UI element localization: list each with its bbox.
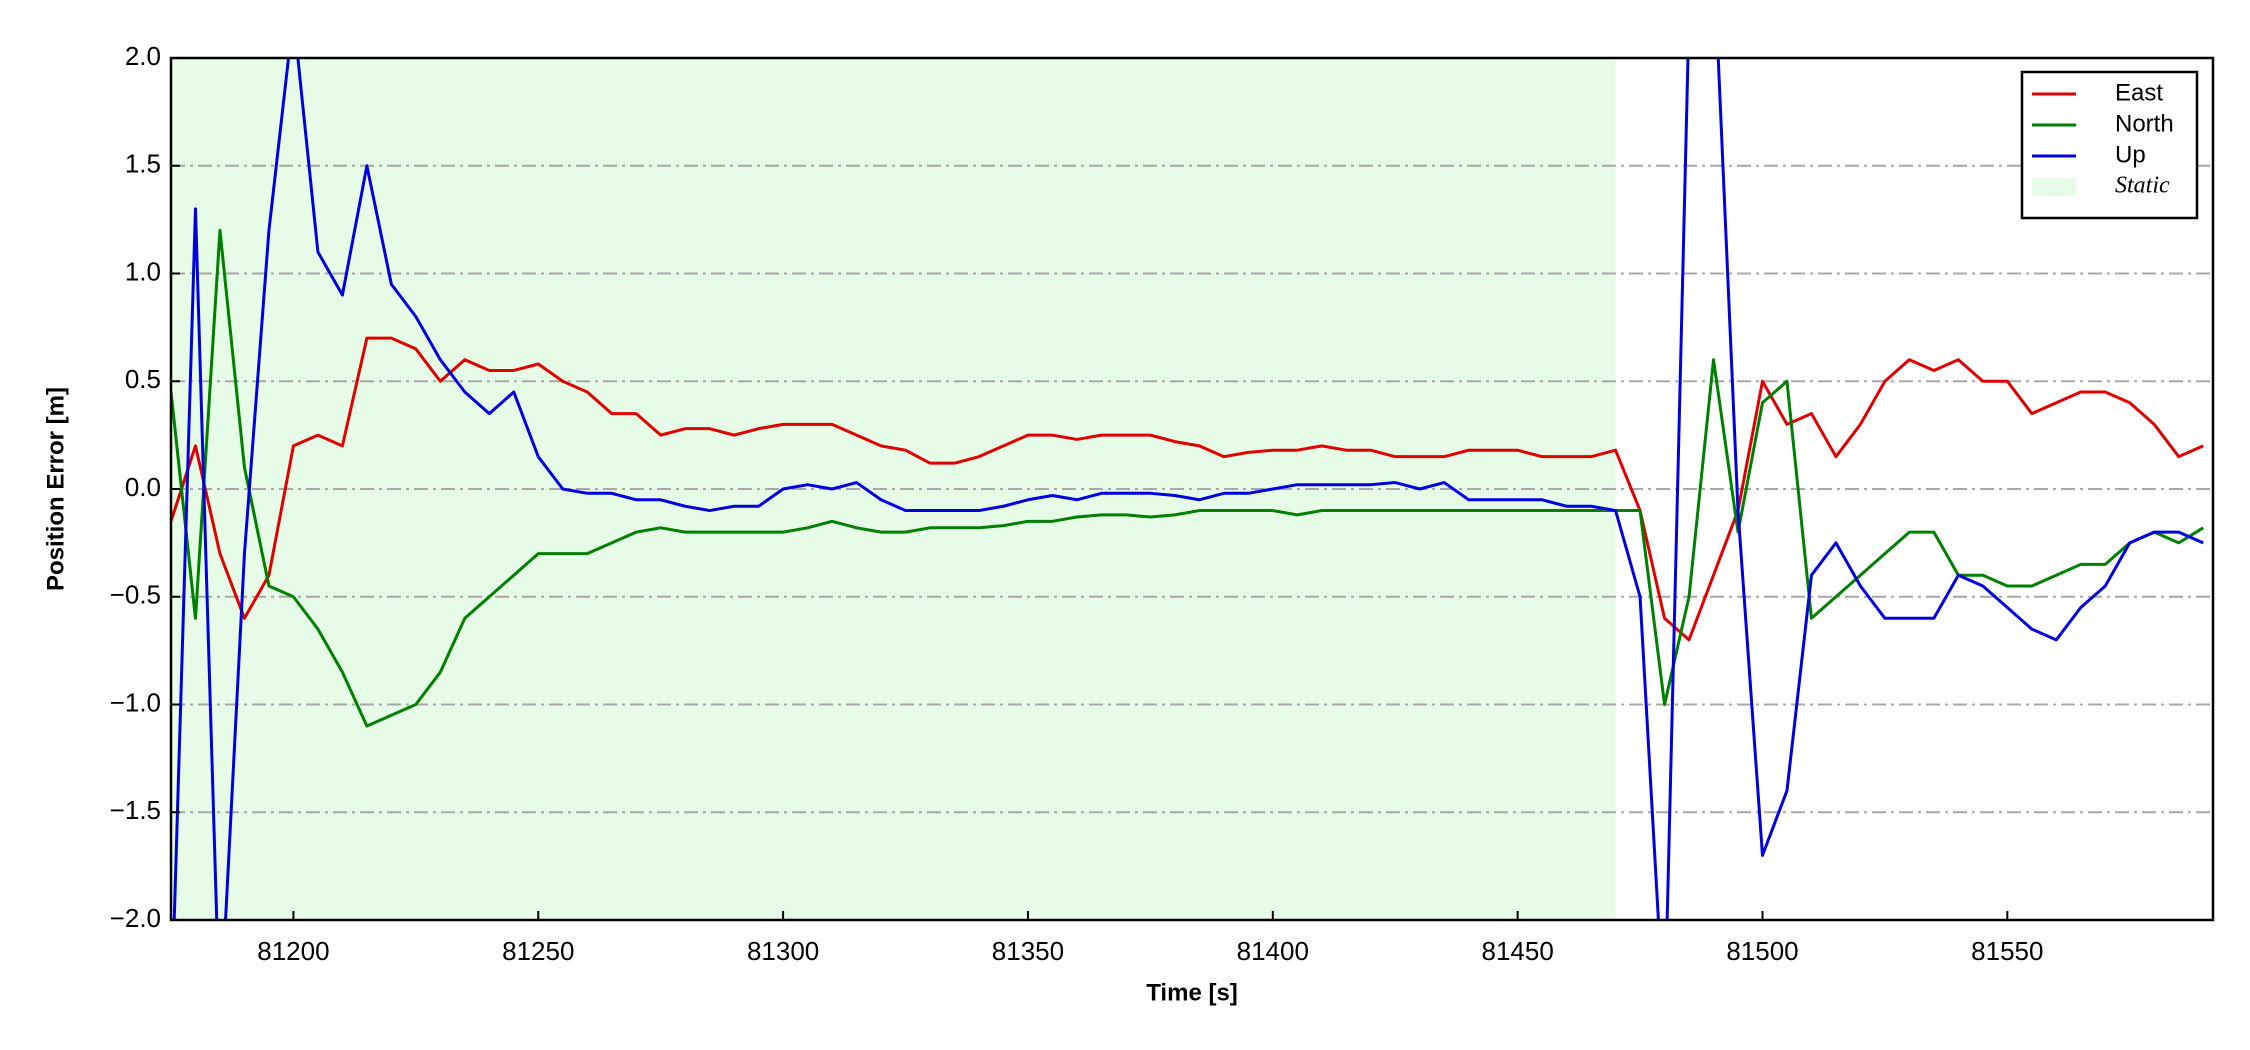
- x-tick-label: 81300: [747, 936, 819, 966]
- y-tick-label: −0.5: [110, 580, 161, 610]
- legend-swatch: [2032, 178, 2076, 196]
- y-tick-label: −1.5: [110, 795, 161, 825]
- y-tick-label: −1.0: [110, 687, 161, 717]
- series-line: [171, 336, 2204, 642]
- x-tick-label: 81550: [1971, 936, 2043, 966]
- x-tick-label: 81200: [257, 936, 329, 966]
- lines: [171, 58, 2204, 920]
- ticks: −2.0 −1.5 −1.0 −0.5 0.0 0.5 1.0 1.5 2.0 81200 8125…: [110, 41, 2044, 966]
- x-tick-label: 81350: [992, 936, 1064, 966]
- y-tick-label: 0.0: [125, 472, 161, 502]
- y-tick-label: 0.5: [125, 364, 161, 394]
- x-axis-label: Time [s]: [1146, 979, 1238, 1006]
- series-line: [172, 58, 2204, 920]
- legend-label: East: [2115, 79, 2163, 106]
- y-axis-label: Position Error [m]: [42, 387, 69, 591]
- y-tick-label: 1.5: [125, 149, 161, 179]
- legend: East North Up Static: [2020, 70, 2199, 220]
- y-tick-label: 1.0: [125, 256, 161, 286]
- legend-label: Static: [2115, 173, 2170, 199]
- series-line: [171, 228, 2204, 728]
- y-tick-label: −2.0: [110, 903, 161, 933]
- x-tick-label: 81450: [1481, 936, 1553, 966]
- legend-label: North: [2115, 110, 2174, 137]
- x-tick-label: 81400: [1237, 936, 1309, 966]
- y-tick-label: 2.0: [125, 41, 161, 71]
- x-tick-label: 81500: [1726, 936, 1798, 966]
- legend-label: Up: [2115, 141, 2146, 168]
- x-tick-label: 81250: [502, 936, 574, 966]
